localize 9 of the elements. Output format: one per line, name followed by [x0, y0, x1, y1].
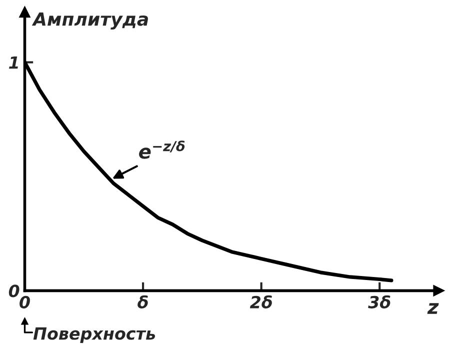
annotation: e$^{−z/δ}$	[139, 140, 185, 159]
x-tick-label: 2δ	[250, 295, 272, 308]
x-tick-label: 0	[20, 296, 30, 308]
text: Поверхность	[33, 327, 156, 344]
y-tick-label: 1	[9, 56, 18, 69]
y-axis-title: Амплитуда	[32, 12, 148, 30]
x-tick-label: 3δ	[368, 295, 390, 308]
x-axis-title: z	[427, 303, 439, 314]
x-tick-label: δ	[138, 295, 148, 308]
